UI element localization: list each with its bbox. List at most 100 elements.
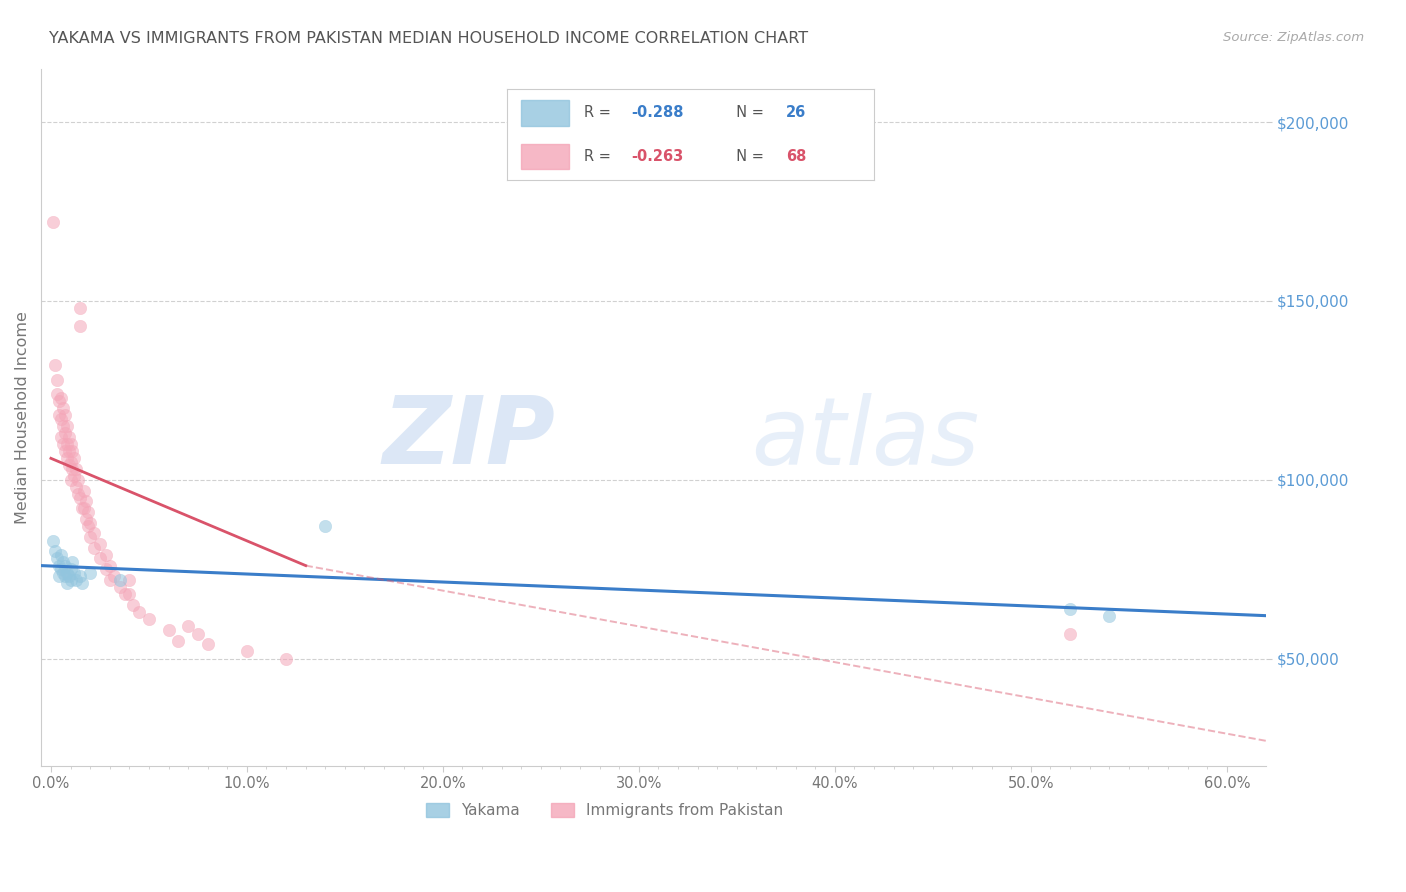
Point [59, 473, 82, 487]
Point [98, 558, 121, 573]
Point [52, 437, 75, 451]
Point [187, 626, 209, 640]
Point [69, 318, 91, 333]
Point [236, 644, 259, 658]
Point [67, 473, 90, 487]
Point [49, 548, 72, 562]
Point [274, 651, 297, 665]
Point [42, 215, 65, 229]
Point [62, 444, 84, 458]
Point [197, 637, 219, 651]
Point [73, 501, 96, 516]
Point [69, 491, 91, 505]
Point [73, 483, 96, 498]
Point [55, 576, 77, 591]
Point [58, 430, 80, 444]
Point [79, 530, 101, 544]
Point [52, 555, 75, 569]
Point [89, 537, 111, 551]
Point [94, 562, 117, 576]
Point [108, 580, 131, 594]
Point [44, 359, 66, 373]
Point [52, 401, 75, 416]
Point [75, 494, 97, 508]
Point [83, 541, 105, 555]
Point [157, 623, 180, 637]
Point [1059, 601, 1081, 615]
Point [55, 566, 77, 580]
Point [55, 419, 77, 434]
Point [63, 469, 86, 483]
Point [62, 555, 84, 569]
Point [1098, 608, 1121, 623]
Point [58, 458, 80, 473]
Point [98, 573, 121, 587]
Point [52, 566, 75, 580]
Point [69, 301, 91, 315]
Point [45, 551, 67, 566]
Point [59, 573, 82, 587]
Point [65, 462, 87, 476]
Point [59, 437, 82, 451]
Point [62, 462, 84, 476]
Point [67, 487, 90, 501]
Point [72, 501, 94, 516]
Legend: Yakama, Immigrants from Pakistan: Yakama, Immigrants from Pakistan [420, 797, 789, 824]
Point [49, 412, 72, 426]
Point [94, 548, 117, 562]
Point [103, 569, 125, 583]
Point [55, 437, 77, 451]
Point [48, 569, 70, 583]
Point [177, 619, 200, 633]
Point [65, 480, 87, 494]
Point [63, 451, 86, 466]
Point [314, 519, 336, 533]
Point [108, 573, 131, 587]
Point [48, 558, 70, 573]
Point [79, 516, 101, 530]
Text: YAKAMA VS IMMIGRANTS FROM PAKISTAN MEDIAN HOUSEHOLD INCOME CORRELATION CHART: YAKAMA VS IMMIGRANTS FROM PAKISTAN MEDIA… [49, 31, 808, 46]
Text: atlas: atlas [752, 392, 980, 483]
Point [59, 562, 82, 576]
Y-axis label: Median Household Income: Median Household Income [15, 310, 30, 524]
Point [63, 566, 86, 580]
Text: Source: ZipAtlas.com: Source: ZipAtlas.com [1223, 31, 1364, 45]
Point [58, 444, 80, 458]
Point [53, 569, 76, 583]
Point [48, 409, 70, 423]
Point [48, 394, 70, 409]
Point [138, 612, 160, 626]
Point [45, 387, 67, 401]
Point [122, 598, 145, 612]
Point [42, 533, 65, 548]
Point [114, 587, 136, 601]
Point [49, 430, 72, 444]
Point [167, 633, 190, 648]
Point [55, 451, 77, 466]
Point [118, 587, 141, 601]
Point [53, 426, 76, 441]
Point [69, 569, 91, 583]
Point [128, 605, 150, 619]
Point [83, 526, 105, 541]
Point [72, 576, 94, 591]
Point [53, 409, 76, 423]
Point [49, 562, 72, 576]
Point [52, 419, 75, 434]
Point [1059, 626, 1081, 640]
Point [89, 551, 111, 566]
Text: ZIP: ZIP [382, 392, 555, 484]
Point [58, 569, 80, 583]
Point [118, 573, 141, 587]
Point [77, 505, 100, 519]
Point [44, 544, 66, 558]
Point [59, 455, 82, 469]
Point [53, 558, 76, 573]
Point [49, 391, 72, 405]
Point [77, 519, 100, 533]
Point [53, 444, 76, 458]
Point [79, 566, 101, 580]
Point [75, 512, 97, 526]
Point [45, 373, 67, 387]
Point [65, 573, 87, 587]
